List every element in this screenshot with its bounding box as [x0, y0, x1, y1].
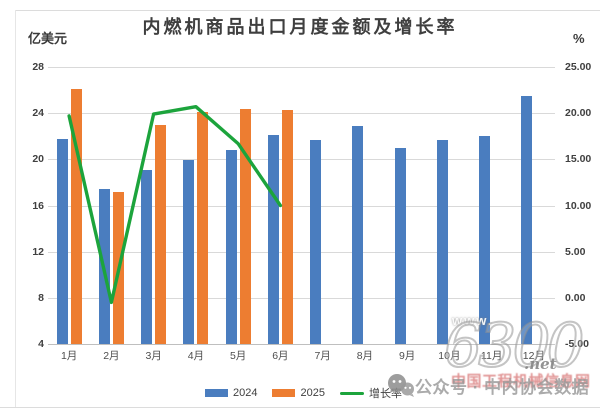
bar-2024-9月: [394, 147, 406, 344]
left-tick-label: 24: [32, 107, 44, 120]
left-tick-label: 12: [32, 245, 44, 258]
left-tick-label: 20: [32, 153, 44, 166]
bar-2024-5月: [225, 150, 237, 344]
bar-2024-6月: [267, 135, 279, 344]
x-axis-label: 11月: [480, 350, 503, 362]
bar-2024-8月: [352, 125, 364, 344]
legend-swatch-2025: [272, 389, 296, 397]
x-axis-label: 9月: [398, 350, 416, 362]
bar-2024-11月: [479, 136, 491, 344]
left-tick-label: 8: [38, 291, 44, 304]
wechat-icon: [388, 374, 414, 397]
right-tick-label: 10.00: [565, 199, 592, 212]
left-tick-label: 4: [38, 338, 44, 350]
x-axis-label: 8月: [356, 350, 374, 362]
bar-2024-7月: [310, 139, 322, 344]
legend-swatch-2024: [205, 389, 228, 397]
watermark-wechat-account: 公众号 · 中内协会数据: [415, 378, 590, 397]
right-tick-label: 20.00: [565, 107, 592, 120]
x-axis-label: 10月: [438, 350, 461, 362]
gridline: [48, 67, 555, 68]
gridline: [48, 159, 555, 161]
plot-area: [48, 67, 555, 345]
right-tick-label: 5.00: [565, 245, 586, 258]
gridline: [48, 297, 555, 299]
right-tick-label: -5.00: [565, 338, 589, 350]
watermark-net: .net: [524, 355, 557, 373]
legend-line-growth: [339, 391, 364, 395]
x-axis-label: 6月: [272, 350, 289, 362]
page-left-divider: [15, 10, 16, 407]
watermark-site-name: 中国工程机械信息网: [451, 373, 591, 390]
growth-rate-line: [67, 105, 283, 305]
right-tick-label: 25.00: [565, 61, 592, 73]
bar-2025-3月: [155, 124, 167, 344]
gridline: [48, 251, 555, 253]
bar-2024-12月: [521, 95, 533, 344]
x-axis-label: 2月: [103, 350, 120, 362]
right-tick-label: 0.00: [565, 291, 586, 304]
right-axis-unit: %: [573, 31, 585, 46]
page-top-divider: [15, 10, 600, 11]
bar-2025-1月: [70, 88, 82, 344]
x-axis-label: 7月: [314, 350, 331, 362]
x-axis-label: 1月: [60, 350, 78, 362]
bar-2024-4月: [183, 160, 195, 344]
bar-2025-4月: [197, 112, 209, 344]
bar-2025-6月: [281, 109, 293, 344]
watermark-www: www.: [452, 313, 494, 328]
watermark-6300: 6300: [443, 311, 586, 381]
legend-label-2025: 2025: [300, 387, 325, 399]
left-axis-unit: 亿美元: [28, 31, 68, 46]
left-tick-label: 16: [32, 199, 44, 212]
legend-item-2024: 2024: [205, 387, 257, 399]
page-bottom-divider: [0, 407, 600, 408]
x-axis-label: 3月: [145, 350, 162, 362]
right-tick-label: 15.00: [565, 153, 592, 166]
bar-2025-5月: [239, 108, 251, 344]
legend-item-2025: 2025: [272, 387, 325, 399]
bar-2024-10月: [436, 139, 448, 344]
gridline: [48, 205, 555, 207]
x-axis-line: [48, 344, 555, 345]
chart-title: 内燃机商品出口月度金额及增长率: [142, 17, 458, 37]
left-tick-label: 28: [32, 61, 44, 73]
x-axis-label: 12月: [522, 350, 545, 362]
legend-label-2024: 2024: [233, 387, 258, 399]
bar-2024-3月: [141, 169, 153, 344]
x-axis-label: 5月: [229, 350, 247, 362]
bar-2024-1月: [56, 138, 68, 344]
gridline: [48, 113, 555, 115]
x-axis-label: 4月: [187, 350, 205, 362]
chart-legend: 2024 2025 增长率: [205, 385, 402, 401]
